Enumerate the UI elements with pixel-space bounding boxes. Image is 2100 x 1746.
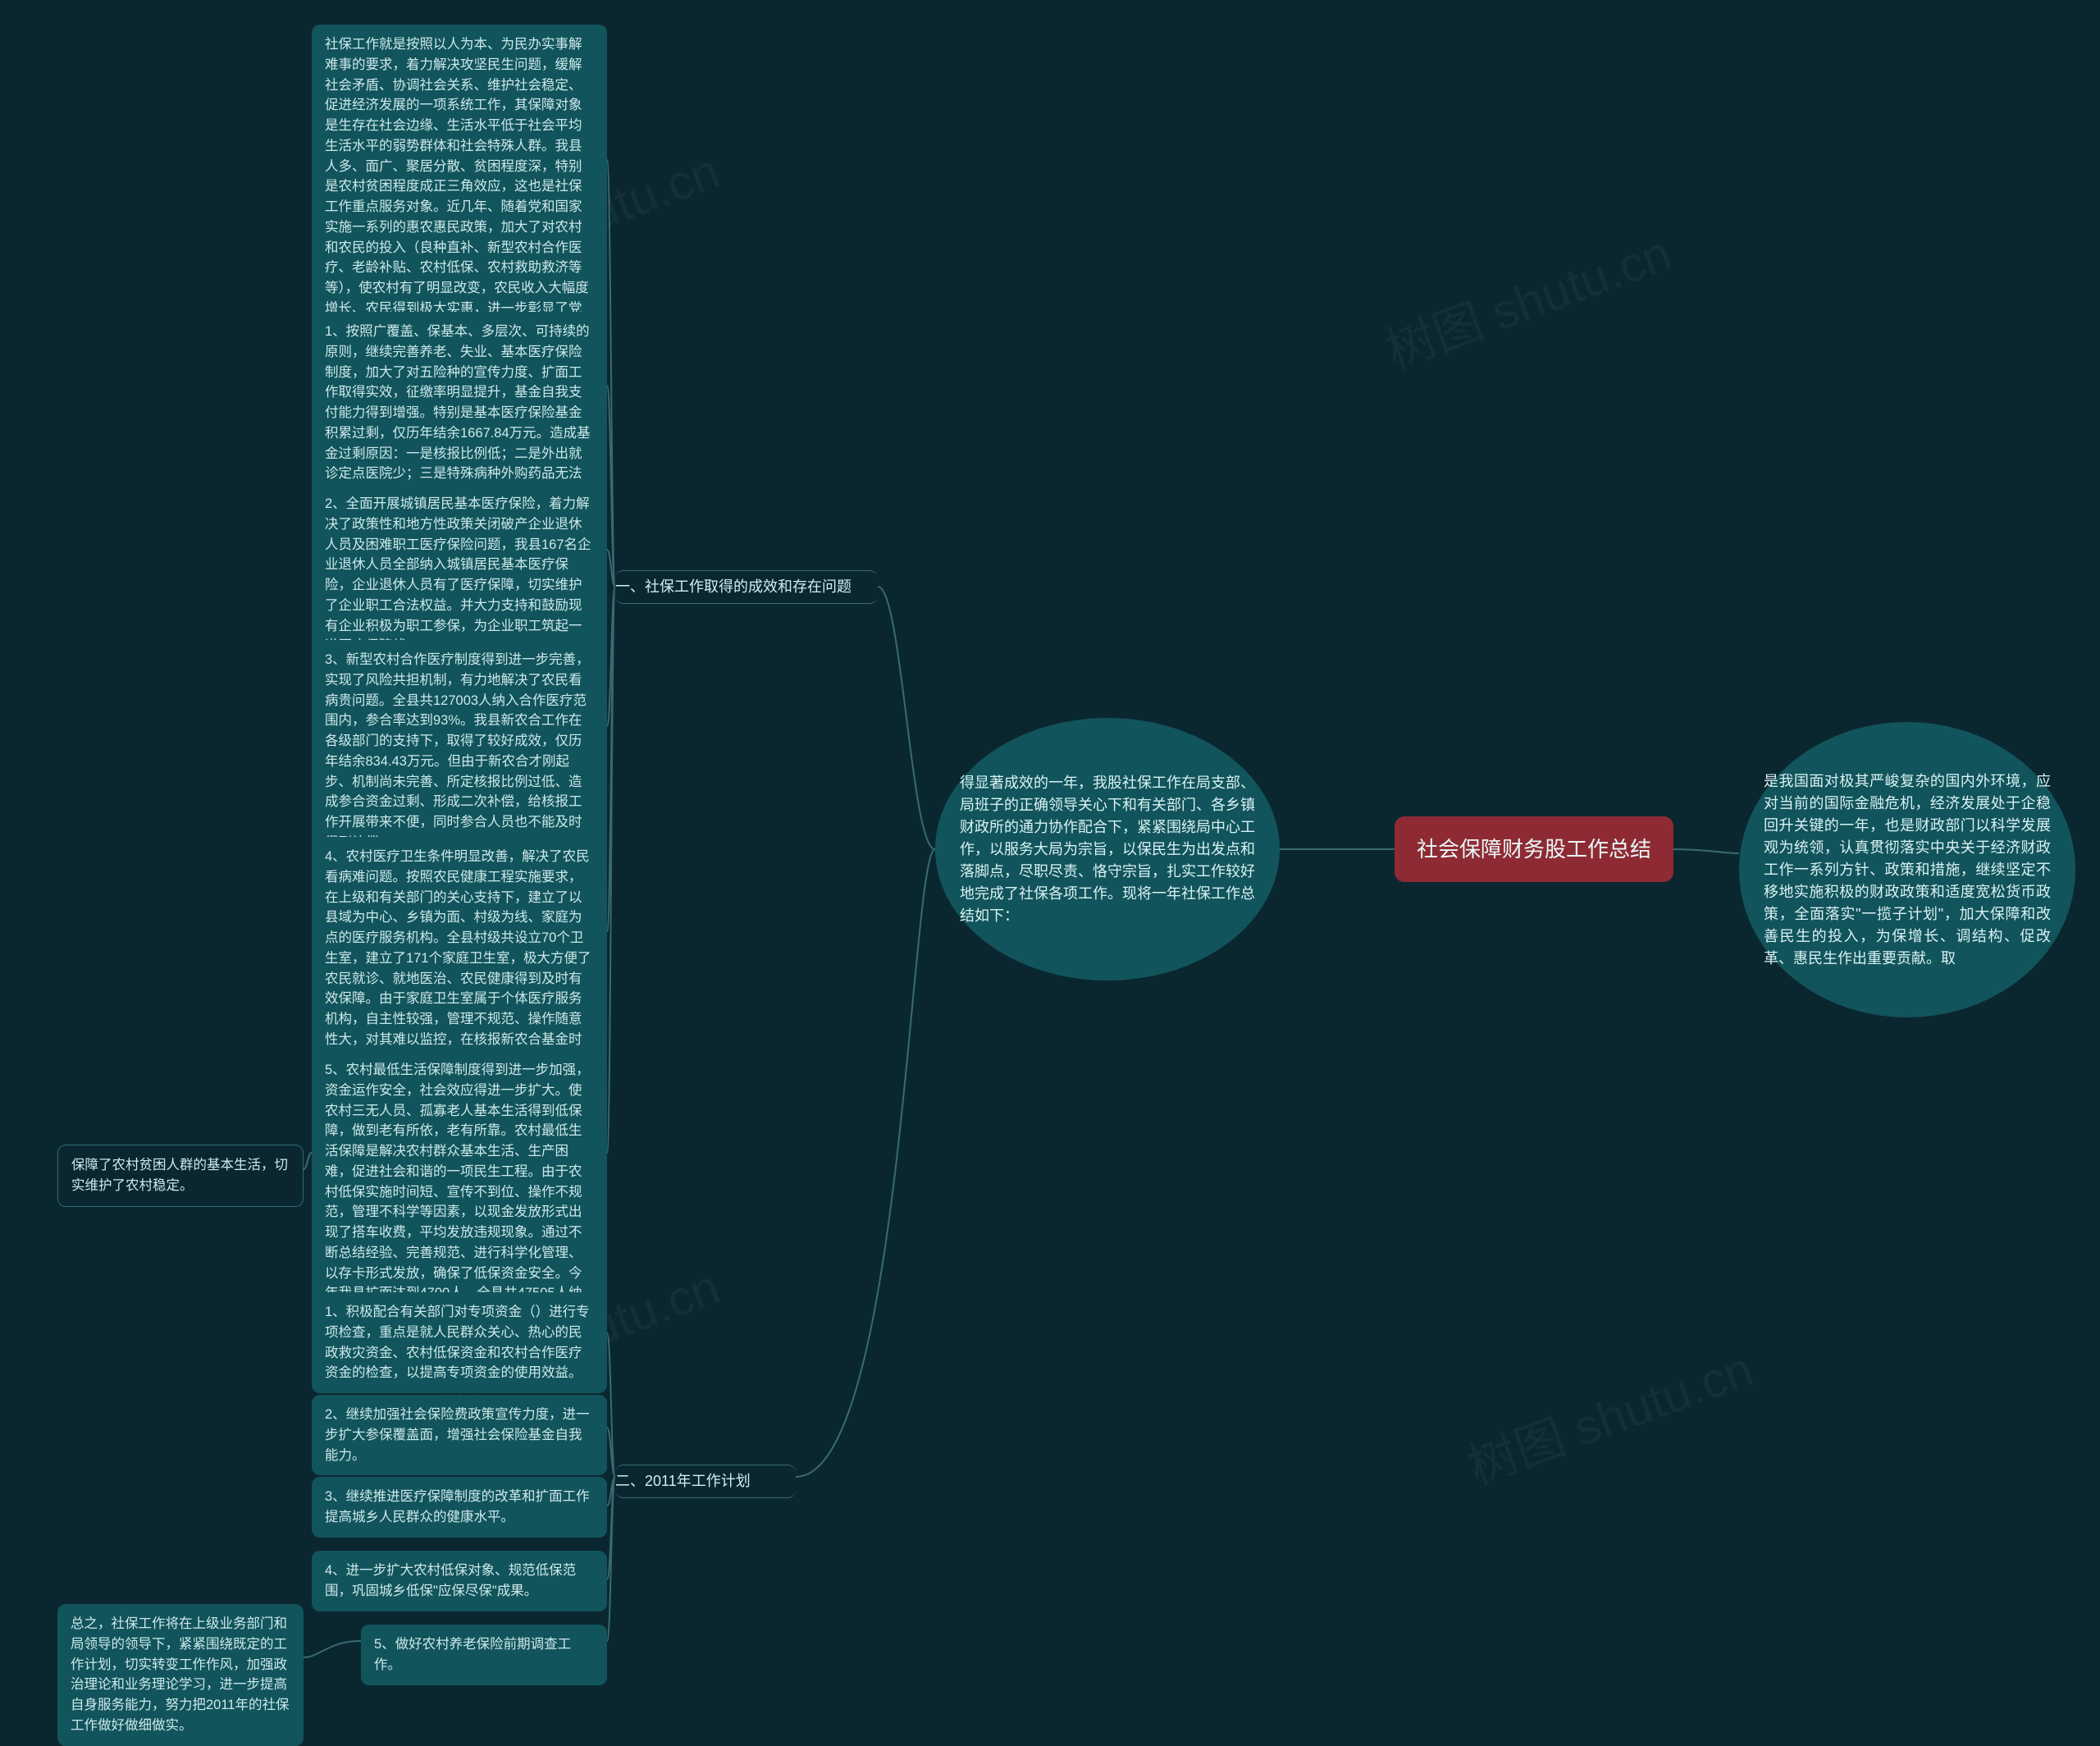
section1-footnote-text: 保障了农村贫困人群的基本生活，切实维护了农村稳定。 — [71, 1158, 288, 1193]
section1-item: 3、新型农村合作医疗制度得到进一步完善，实现了风险共担机制，有力地解决了农民看病… — [312, 640, 607, 863]
section1-intro-text: 社保工作就是按照以人为本、为民办实事解难事的要求，着力解决攻坚民生问题，缓解社会… — [325, 37, 591, 356]
section2-footnote-text: 总之，社保工作将在上级业务部门和局领导的领导下，紧紧围绕既定的工作计划，切实转变… — [71, 1616, 289, 1733]
edge — [607, 1333, 615, 1477]
left-summary-text: 得显著成效的一年，我股社保工作在局支部、局班子的正确领导关心下和有关部门、各乡镇… — [960, 772, 1255, 927]
edge — [304, 1153, 312, 1169]
section1-item: 4、农村医疗卫生条件明显改善，解决了农民看病难问题。按照农民健康工程实施要求，在… — [312, 837, 607, 1080]
edge — [607, 587, 615, 1153]
root-node: 社会保障财务股工作总结 — [1395, 816, 1673, 882]
section2-item: 2、继续加强社会保险费政策宣传力度，进一步扩大参保覆盖面，增强社会保险基金自我能… — [312, 1395, 607, 1475]
edge — [796, 849, 935, 1477]
root-label: 社会保障财务股工作总结 — [1417, 834, 1651, 866]
edge — [304, 1641, 361, 1657]
section2-item: 3、继续推进医疗保障制度的改革和扩面工作提高城乡人民群众的健康水平。 — [312, 1477, 607, 1538]
section2-item: 1、积极配合有关部门对专项资金（）进行专项检查，重点是就人民群众关心、热心的民政… — [312, 1292, 607, 1393]
edge — [607, 587, 615, 931]
section1-banner: 一、社保工作取得的成效和存在问题 — [615, 570, 878, 604]
section2-label: 二、2011年工作计划 — [615, 1473, 751, 1489]
edge — [607, 550, 615, 587]
edge — [607, 1428, 615, 1477]
section1-label: 一、社保工作取得的成效和存在问题 — [615, 578, 851, 595]
section1-footnote: 保障了农村贫困人群的基本生活，切实维护了农村稳定。 — [57, 1145, 304, 1207]
edge — [607, 386, 615, 587]
edge — [607, 1477, 615, 1506]
section1-item: 2、全面开展城镇居民基本医疗保险，着力解决了政策性和地方性政策关闭破产企业退休人… — [312, 484, 607, 666]
section1-item: 5、农村最低生活保障制度得到进一步加强，资金运作安全，社会效应得进一步扩大。使农… — [312, 1050, 607, 1334]
right-summary-text: 是我国面对极其严峻复杂的国内外环境，应对当前的国际金融危机，经济发展处于企稳回升… — [1764, 770, 2051, 970]
edge — [607, 160, 615, 587]
section2-item: 4、进一步扩大农村低保对象、规范低保范围，巩固城乡低保"应保尽保"成果。 — [312, 1551, 607, 1611]
section2-item: 5、做好农村养老保险前期调查工作。 — [361, 1625, 607, 1685]
edge — [878, 587, 935, 849]
watermark: 树图 shutu.cn — [1457, 1329, 1761, 1498]
section2-banner: 二、2011年工作计划 — [615, 1465, 796, 1498]
edge — [607, 1477, 615, 1641]
right-summary-bubble: 是我国面对极其严峻复杂的国内外环境，应对当前的国际金融危机，经济发展处于企稳回升… — [1739, 722, 2075, 1017]
left-summary-bubble: 得显著成效的一年，我股社保工作在局支部、局班子的正确领导关心下和有关部门、各乡镇… — [935, 718, 1280, 980]
edge — [607, 1477, 615, 1579]
watermark: 树图 shutu.cn — [1375, 213, 1679, 382]
edge — [1673, 849, 1739, 853]
edge — [607, 587, 615, 726]
section2-footnote: 总之，社保工作将在上级业务部门和局领导的领导下，紧紧围绕既定的工作计划，切实转变… — [57, 1604, 304, 1746]
